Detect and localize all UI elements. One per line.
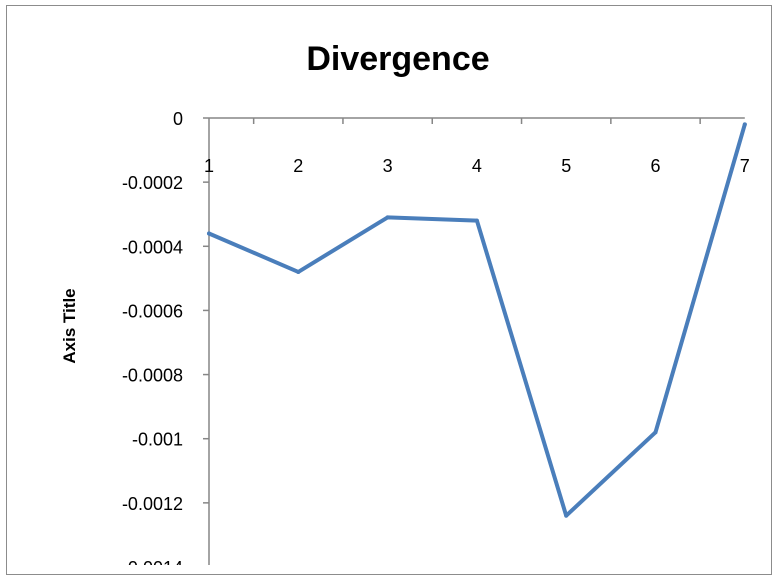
x-tick-label: 2	[293, 156, 303, 176]
x-tick-label: 4	[472, 156, 482, 176]
y-tick-label: -0.0014	[122, 558, 183, 565]
y-tick-label: -0.0002	[122, 173, 183, 193]
y-tick-label: -0.001	[132, 430, 183, 450]
series-line	[209, 124, 745, 515]
y-tick-label: -0.0006	[122, 301, 183, 321]
x-tick-label: 7	[740, 156, 750, 176]
data-point	[296, 270, 300, 274]
y-tick-label: -0.0012	[122, 494, 183, 514]
data-series	[207, 122, 747, 517]
y-tick-label: -0.0008	[122, 366, 183, 386]
data-point	[564, 514, 568, 518]
data-point	[743, 122, 747, 126]
x-tick-label: 5	[561, 156, 571, 176]
data-point	[475, 219, 479, 223]
data-point	[207, 231, 211, 235]
x-tick-label: 3	[383, 156, 393, 176]
y-axis-title: Axis Title	[60, 288, 79, 363]
x-tick-label: 6	[650, 156, 660, 176]
x-tick-label: 1	[204, 156, 214, 176]
data-point	[386, 215, 390, 219]
x-axis: 1 2 3 4 5 6 7	[204, 118, 750, 176]
y-tick-label: -0.0004	[122, 237, 183, 257]
y-tick-label: 0	[173, 109, 183, 129]
data-point	[654, 430, 658, 434]
chart-title: Divergence	[306, 40, 489, 78]
y-axis: 0 -0.0002 -0.0004 -0.0006 -0.0008 -0.001 -0.00…	[122, 109, 209, 565]
